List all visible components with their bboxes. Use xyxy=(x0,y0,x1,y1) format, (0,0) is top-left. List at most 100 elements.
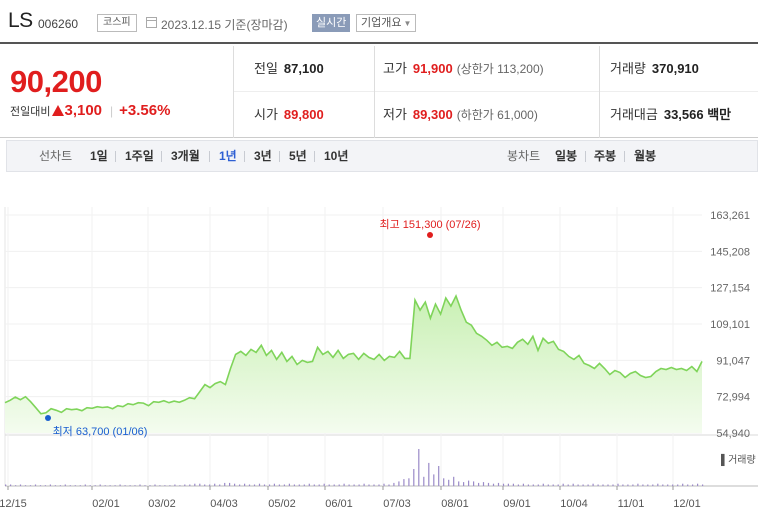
candle-monthly[interactable]: 월봉 xyxy=(634,149,657,163)
x-tick-label: 06/01 xyxy=(325,498,353,510)
prev-close-value: 87,100 xyxy=(283,61,324,76)
price-summary: 90,200 전일대비 3,100 | +3.56% 전일 87,100 고가 91,90… xyxy=(0,46,758,138)
x-tick-label: 07/03 xyxy=(383,498,411,510)
volume-bar xyxy=(84,484,86,486)
volume-bar xyxy=(313,484,315,486)
candle-daily[interactable]: 일봉 xyxy=(555,149,578,163)
y-tick-label: 72,994 xyxy=(716,392,750,404)
volume-bar xyxy=(667,484,669,486)
period-1d[interactable]: 1일 xyxy=(90,149,108,163)
volume-bar xyxy=(248,484,251,486)
period-5y[interactable]: 5년 xyxy=(289,149,307,163)
volume-bar xyxy=(637,483,639,486)
stats-grid: 전일 87,100 고가 91,900 (상한가 113,200) 거래량 370,91… xyxy=(233,46,758,138)
x-tick-label: 03/02 xyxy=(148,498,176,510)
volume-bar xyxy=(478,482,480,486)
volume-bar xyxy=(189,484,191,486)
company-info-label: 기업개요 xyxy=(361,17,402,29)
diff-value: 3,100 xyxy=(64,102,103,119)
volume-bar xyxy=(64,484,66,486)
volume-bar xyxy=(617,483,619,486)
volume-bar xyxy=(104,485,106,486)
volume-bar xyxy=(612,484,614,486)
stock-code: 006260 xyxy=(38,17,79,31)
volume-bar xyxy=(577,484,579,486)
volume-bar xyxy=(687,484,689,486)
base-date: 2023.12.15 기준(장마감) xyxy=(161,18,288,32)
volume-bar xyxy=(448,479,450,486)
volume-bar xyxy=(423,476,425,487)
y-tick-label: 127,154 xyxy=(710,283,750,295)
period-1w[interactable]: 1주일 xyxy=(125,149,154,163)
volume-bar xyxy=(109,485,111,486)
period-10y[interactable]: 10년 xyxy=(324,149,349,163)
amount-label: 거래대금 xyxy=(610,107,658,122)
volume-bar xyxy=(363,483,365,486)
period-3m[interactable]: 3개월 xyxy=(171,149,200,163)
volume-bar xyxy=(692,484,694,486)
volume-bar xyxy=(258,483,261,486)
volume-bar xyxy=(348,484,350,486)
trade-amount: 거래대금 33,566 백만 xyxy=(599,92,731,138)
volume-bar xyxy=(697,483,699,486)
divider xyxy=(209,151,210,162)
volume-bar xyxy=(139,484,141,486)
stats-row: 전일 87,100 고가 91,900 (상한가 113,200) 거래량 370,91… xyxy=(234,46,758,92)
volume-bar xyxy=(144,485,146,486)
volume-bar xyxy=(298,484,300,486)
volume-bar xyxy=(174,484,176,486)
period-3y[interactable]: 3년 xyxy=(254,149,272,163)
volume-bar xyxy=(507,483,509,486)
divider xyxy=(314,151,315,162)
volume-bar xyxy=(5,484,7,486)
volume-bar xyxy=(542,483,544,486)
volume-bar xyxy=(318,484,320,486)
price-area-fill xyxy=(5,296,702,433)
realtime-button[interactable]: 실시간 xyxy=(312,14,351,32)
y-tick-label: 163,261 xyxy=(710,210,750,222)
volume-bar xyxy=(194,483,196,486)
company-info-button[interactable]: 기업개요 ▼ xyxy=(356,14,417,32)
current-price: 90,200 xyxy=(10,64,102,99)
volume-bar xyxy=(24,485,27,486)
volume-bar xyxy=(234,483,236,486)
volume-bar xyxy=(229,482,231,486)
diff-label: 전일대비 xyxy=(10,106,51,118)
volume-bar xyxy=(582,484,584,486)
x-tick-label: 12/15 xyxy=(0,498,27,510)
volume-label: 거래량 xyxy=(610,61,646,76)
volume-bar xyxy=(15,485,17,486)
volume-bar xyxy=(463,482,465,486)
volume-bar xyxy=(49,484,51,486)
period-1y[interactable]: 1년 xyxy=(219,149,237,163)
volume-bar xyxy=(657,483,659,486)
candle-weekly[interactable]: 주봉 xyxy=(594,149,617,163)
x-tick-label: 11/01 xyxy=(618,498,645,510)
volume-bar xyxy=(567,484,569,486)
min-marker xyxy=(45,415,51,421)
volume-bar xyxy=(328,484,330,486)
low-price: 저가 89,300 (하한가 61,000) xyxy=(374,92,538,138)
upper-limit: (상한가 113,200) xyxy=(456,62,544,76)
period-selector: 선차트 1일 1주일 3개월 1년 3년 5년 10년 봉차트 일봉 주봉 월봉 xyxy=(6,140,758,172)
high-label: 고가 xyxy=(383,61,407,76)
calendar-icon xyxy=(146,17,157,28)
volume-bar xyxy=(268,484,271,486)
volume-bar xyxy=(512,483,514,486)
volume-bar xyxy=(159,485,161,486)
volume-bar xyxy=(368,484,370,486)
volume-bar xyxy=(34,484,37,486)
volume-bar xyxy=(662,484,664,486)
volume-bar xyxy=(358,484,360,486)
volume-bar xyxy=(308,483,310,486)
x-tick-label: 05/02 xyxy=(268,498,296,510)
volume-bar xyxy=(438,466,440,486)
volume-bar xyxy=(398,481,400,486)
volume-bar xyxy=(597,484,599,486)
volume-bar xyxy=(19,484,22,486)
divider: | xyxy=(110,104,114,118)
price-chart[interactable]: 163,261 145,208 127,154 109,101 91,047 72,994… xyxy=(0,195,758,523)
volume-bar xyxy=(199,483,201,486)
volume-bar xyxy=(99,484,101,486)
volume-bar xyxy=(278,484,280,486)
